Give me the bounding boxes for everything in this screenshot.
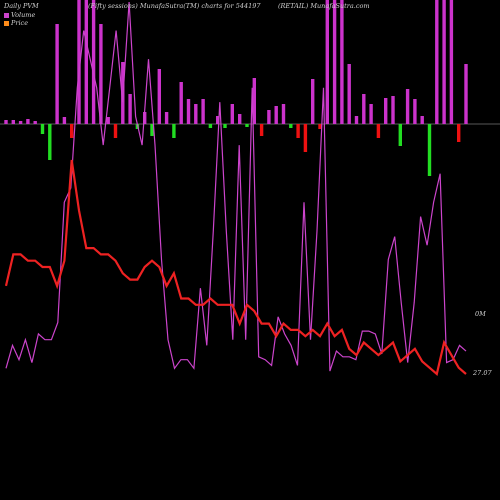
volume-bar — [398, 124, 402, 146]
volume-bar — [449, 0, 454, 124]
volume-bar — [84, 0, 88, 124]
volume-bar — [267, 110, 271, 124]
volume-bar — [362, 94, 366, 124]
volume-bar — [369, 104, 373, 124]
volume-bar — [391, 96, 395, 124]
volume-bar — [340, 0, 344, 124]
volume-bar — [311, 79, 315, 124]
volume-bar — [216, 116, 220, 124]
legend-price: Price — [4, 19, 28, 27]
volume-bar — [201, 99, 205, 124]
volume-bar — [33, 121, 37, 124]
volume-bar — [26, 119, 30, 124]
volume-axis-label: 0M — [475, 310, 486, 318]
volume-bar — [413, 99, 417, 124]
volume-bar — [18, 121, 23, 124]
volume-bar — [208, 124, 213, 128]
volume-bar — [259, 124, 264, 136]
volume-bar — [150, 124, 154, 136]
volume-bar — [274, 106, 278, 124]
volume-bar — [186, 99, 191, 124]
volume-bar — [296, 124, 300, 138]
volume-bar — [354, 116, 359, 124]
price-line — [4, 159, 467, 377]
volume-bar — [252, 78, 256, 124]
legend-price-swatch — [4, 20, 9, 26]
legend-price-label: Price — [11, 19, 29, 27]
chart-source: (RETAIL) MunafaSutra.com — [278, 2, 370, 10]
volume-bar — [289, 124, 293, 128]
volume-bar — [91, 0, 96, 124]
volume-bar — [230, 104, 234, 124]
volume-bar — [325, 0, 329, 124]
volume-bar — [55, 24, 59, 124]
volume-bar — [11, 120, 15, 124]
volume-bar — [179, 82, 183, 124]
volume-bar — [332, 0, 337, 124]
legend-volume-swatch — [4, 12, 9, 18]
price-axis-label: 27.07 — [473, 369, 492, 377]
chart-type-label: Daily PVM — [4, 2, 39, 10]
volume-bar — [347, 64, 351, 124]
volume-bar — [128, 94, 132, 124]
volume-bar — [303, 124, 308, 152]
volume-bar — [164, 112, 169, 124]
volume-bar — [99, 24, 103, 124]
volume-bar — [4, 120, 8, 124]
volume-bar — [48, 124, 52, 160]
volume-bar — [442, 0, 446, 124]
volume-bar — [245, 124, 249, 127]
volume-bar — [77, 0, 81, 124]
volume-bar — [376, 124, 381, 138]
volume-bar — [106, 117, 110, 124]
volume-line — [5, 1, 467, 372]
volume-bar — [405, 89, 410, 124]
volume-bar — [457, 124, 461, 142]
volume-bar — [464, 64, 468, 124]
volume-bar — [223, 124, 227, 128]
volume-bar — [435, 0, 439, 124]
legend-volume-label: Volume — [11, 11, 36, 19]
volume-bar — [172, 124, 176, 138]
volume-bar — [420, 116, 424, 124]
volume-bar — [70, 124, 74, 138]
volume-bar — [427, 124, 432, 176]
volume-bar — [238, 114, 242, 124]
volume-bar — [157, 69, 161, 124]
legend-volume: Volume — [4, 11, 35, 19]
volume-bar — [281, 104, 286, 124]
volume-bar — [318, 124, 322, 129]
volume-bar — [113, 124, 118, 138]
volume-bar — [62, 117, 67, 124]
chart-title: (Fifty sessions) MunafaSutra(TM) charts … — [88, 2, 261, 10]
volume-bar — [194, 104, 198, 124]
volume-bar — [40, 124, 45, 134]
volume-bar — [384, 98, 388, 124]
